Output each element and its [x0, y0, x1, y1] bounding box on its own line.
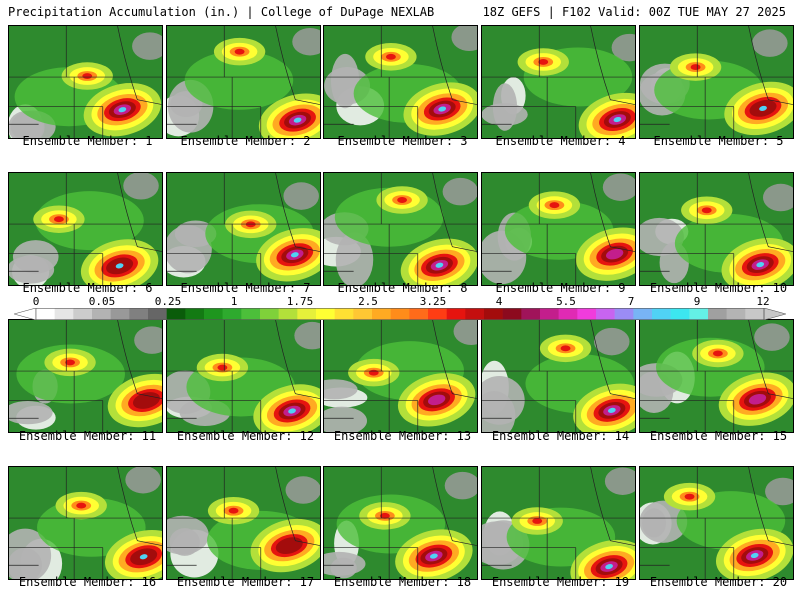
- colorbar-swatch: [745, 308, 765, 320]
- colorbar-swatch: [409, 308, 429, 320]
- precip-colorbar: [14, 308, 786, 320]
- colorbar-swatch: [652, 308, 671, 320]
- member-caption-8: Ensemble Member: 8: [337, 281, 468, 295]
- colorbar-left-arrow: [14, 308, 37, 320]
- colorbar-swatch: [465, 308, 485, 320]
- member-map-7: [166, 172, 321, 286]
- member-caption-6: Ensemble Member: 6: [22, 281, 153, 295]
- colorbar-swatch: [484, 308, 503, 320]
- member-caption-19: Ensemble Member: 19: [491, 575, 630, 589]
- member-map-16: [8, 466, 163, 580]
- colorbar-swatch: [502, 308, 522, 320]
- member-caption-16: Ensemble Member: 16: [18, 575, 157, 589]
- colorbar-swatch: [278, 308, 298, 320]
- member-map-4: [481, 25, 636, 139]
- colorbar-tick-label: 12: [756, 295, 770, 308]
- colorbar-swatch: [558, 308, 578, 320]
- colorbar-swatch: [577, 308, 597, 320]
- member-caption-10: Ensemble Member: 10: [649, 281, 788, 295]
- colorbar-swatch: [129, 308, 149, 320]
- member-map-13: [323, 319, 478, 433]
- member-caption-14: Ensemble Member: 14: [491, 429, 630, 443]
- colorbar-swatch: [726, 308, 746, 320]
- colorbar-swatch: [521, 308, 541, 320]
- member-caption-11: Ensemble Member: 11: [18, 429, 157, 443]
- colorbar-swatch: [222, 308, 242, 320]
- member-map-10: [639, 172, 794, 286]
- member-caption-5: Ensemble Member: 5: [653, 134, 784, 148]
- run-valid-time: 18Z GEFS | F102 Valid: 00Z TUE MAY 27 20…: [482, 5, 786, 19]
- member-caption-12: Ensemble Member: 12: [176, 429, 315, 443]
- colorbar-swatch: [204, 308, 223, 320]
- member-caption-13: Ensemble Member: 13: [333, 429, 472, 443]
- colorbar-swatch: [372, 308, 391, 320]
- colorbar-swatch: [540, 308, 559, 320]
- member-caption-17: Ensemble Member: 17: [176, 575, 315, 589]
- colorbar-tick-label: 2.5: [358, 295, 378, 308]
- map-title: Precipitation Accumulation (in.) | Colle…: [8, 5, 435, 19]
- colorbar-swatch: [148, 308, 167, 320]
- member-map-8: [323, 172, 478, 286]
- colorbar-swatch: [297, 308, 317, 320]
- colorbar-swatch: [689, 308, 709, 320]
- member-map-11: [8, 319, 163, 433]
- colorbar-swatch: [316, 308, 335, 320]
- colorbar-swatch: [446, 308, 466, 320]
- member-map-18: [323, 466, 478, 580]
- member-caption-15: Ensemble Member: 15: [649, 429, 788, 443]
- colorbar-swatch: [92, 308, 111, 320]
- member-map-19: [481, 466, 636, 580]
- colorbar-tick-label: 9: [693, 295, 701, 308]
- colorbar-tick-label: 3.25: [419, 295, 447, 308]
- member-caption-20: Ensemble Member: 20: [649, 575, 788, 589]
- colorbar-swatch: [708, 308, 727, 320]
- colorbar-tick-label: 0.25: [154, 295, 182, 308]
- colorbar-swatch: [614, 308, 634, 320]
- member-map-20: [639, 466, 794, 580]
- colorbar-swatch: [110, 308, 130, 320]
- member-caption-3: Ensemble Member: 3: [337, 134, 468, 148]
- member-map-17: [166, 466, 321, 580]
- colorbar-swatch: [670, 308, 690, 320]
- colorbar-swatch: [428, 308, 447, 320]
- member-map-12: [166, 319, 321, 433]
- colorbar-swatch: [596, 308, 615, 320]
- colorbar-swatch: [334, 308, 354, 320]
- member-caption-4: Ensemble Member: 4: [495, 134, 626, 148]
- colorbar-swatch: [260, 308, 279, 320]
- colorbar-tick-label: 1: [230, 295, 238, 308]
- colorbar-swatch: [185, 308, 205, 320]
- member-caption-1: Ensemble Member: 1: [22, 134, 153, 148]
- member-map-5: [639, 25, 794, 139]
- member-map-14: [481, 319, 636, 433]
- member-map-2: [166, 25, 321, 139]
- colorbar-tick-label: 4: [495, 295, 503, 308]
- colorbar-swatch: [36, 308, 55, 320]
- colorbar-swatch: [633, 308, 653, 320]
- colorbar-swatch: [241, 308, 261, 320]
- member-caption-2: Ensemble Member: 2: [180, 134, 311, 148]
- colorbar-tick-label: 5.5: [556, 295, 576, 308]
- colorbar-right-arrow: [763, 308, 786, 320]
- member-caption-9: Ensemble Member: 9: [495, 281, 626, 295]
- colorbar-swatch: [390, 308, 410, 320]
- member-map-3: [323, 25, 478, 139]
- member-caption-18: Ensemble Member: 18: [333, 575, 472, 589]
- colorbar-swatch: [166, 308, 186, 320]
- colorbar-tick-label: 7: [627, 295, 635, 308]
- colorbar-swatch: [353, 308, 373, 320]
- colorbar-tick-label: 1.75: [286, 295, 314, 308]
- member-caption-7: Ensemble Member: 7: [180, 281, 311, 295]
- colorbar-swatch: [54, 308, 74, 320]
- member-map-15: [639, 319, 794, 433]
- member-map-9: [481, 172, 636, 286]
- colorbar-swatch: [73, 308, 93, 320]
- colorbar-tick-label: 0.05: [88, 295, 116, 308]
- colorbar-tick-label: 0: [32, 295, 40, 308]
- member-map-6: [8, 172, 163, 286]
- member-map-1: [8, 25, 163, 139]
